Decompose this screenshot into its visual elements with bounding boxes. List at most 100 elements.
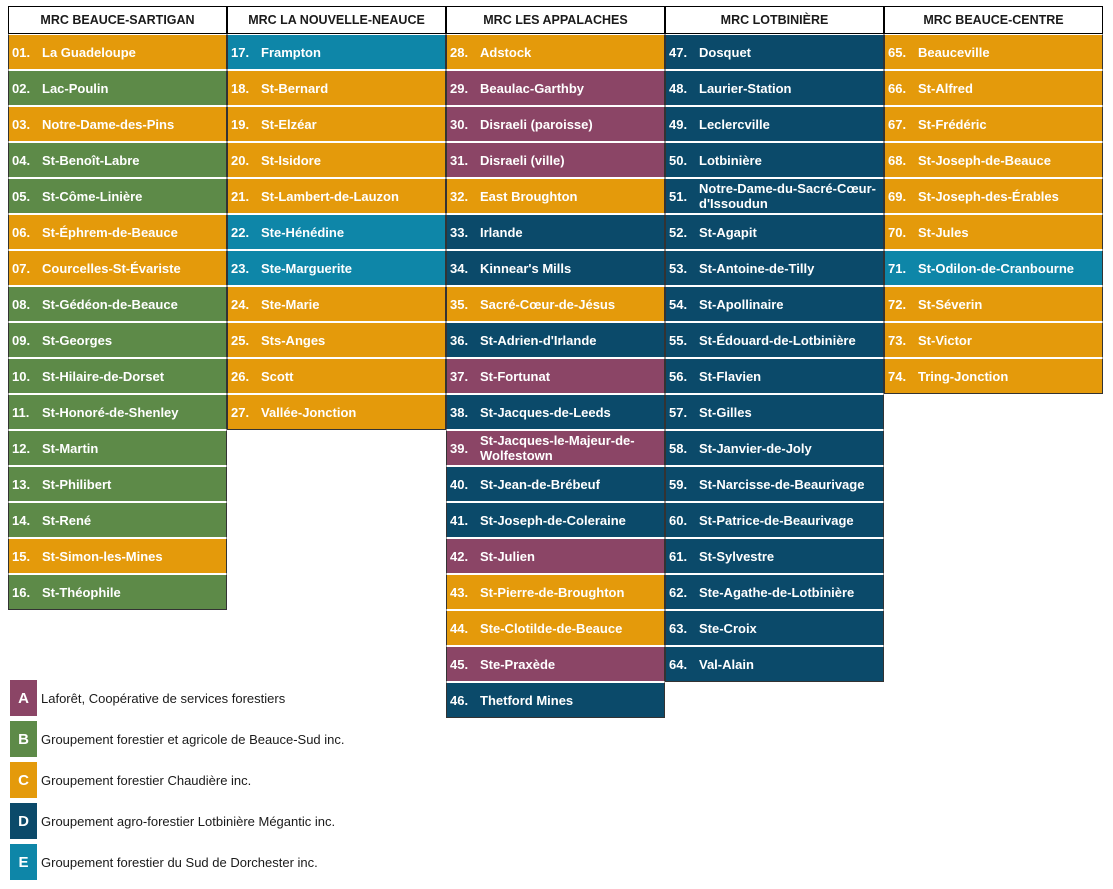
municipality-number: 05. bbox=[12, 188, 31, 204]
municipality-name: St-Hilaire-de-Dorset bbox=[42, 368, 165, 384]
municipality-name: St-Bernard bbox=[261, 80, 329, 96]
municipality-name: St-Odilon-de-Cranbourne bbox=[918, 260, 1074, 276]
municipality-row: 52. St-Agapit bbox=[665, 214, 884, 250]
municipality-row: 19. St-Elzéar bbox=[227, 106, 446, 142]
municipality-number: 49. bbox=[669, 116, 688, 132]
municipality-row: 25. Sts-Anges bbox=[227, 322, 446, 358]
municipality-number: 66. bbox=[888, 80, 907, 96]
municipality-name: St-Honoré-de-Shenley bbox=[42, 404, 179, 420]
legend-key: E bbox=[10, 844, 37, 880]
municipality-name: Disraeli (ville) bbox=[480, 152, 565, 168]
municipality-name: St-Éphrem-de-Beauce bbox=[42, 224, 178, 240]
municipality-row: 23. Ste-Marguerite bbox=[227, 250, 446, 286]
mrc-column: MRC LOTBINIÈRE 47. Dosquet 48. Laurier-Stati… bbox=[665, 6, 884, 682]
municipality-row: 63. Ste-Croix bbox=[665, 610, 884, 646]
municipality-row: 43. St-Pierre-de-Broughton bbox=[446, 574, 665, 610]
municipality-name: Frampton bbox=[261, 44, 321, 60]
municipality-name: Lac-Poulin bbox=[42, 80, 109, 96]
municipality-number: 55. bbox=[669, 332, 688, 348]
municipality-number: 33. bbox=[450, 224, 469, 240]
municipality-row: 11. St-Honoré-de-Shenley bbox=[8, 394, 227, 430]
legend-label: Groupement agro-forestier Lotbinière Még… bbox=[41, 813, 336, 829]
municipality-name: St-Philibert bbox=[42, 476, 112, 492]
legend-item: E Groupement forestier du Sud de Dorchest… bbox=[10, 844, 345, 880]
municipality-number: 50. bbox=[669, 152, 688, 168]
municipality-number: 08. bbox=[12, 296, 31, 312]
municipality-name: St-Gédéon-de-Beauce bbox=[42, 296, 178, 312]
municipality-name: Beaulac-Garthby bbox=[480, 80, 585, 96]
municipality-number: 46. bbox=[450, 692, 469, 708]
municipality-row: 20. St-Isidore bbox=[227, 142, 446, 178]
legend-label: Laforêt, Coopérative de services foresti… bbox=[41, 690, 286, 706]
municipality-row: 15. St-Simon-les-Mines bbox=[8, 538, 227, 574]
municipality-name: Thetford Mines bbox=[480, 692, 574, 708]
municipality-name: St-Joseph-de-Coleraine bbox=[480, 512, 626, 528]
municipality-number: 13. bbox=[12, 476, 31, 492]
legend-key: A bbox=[10, 680, 37, 716]
municipality-number: 01. bbox=[12, 44, 31, 60]
municipality-number: 73. bbox=[888, 332, 907, 348]
municipality-row: 49. Leclercville bbox=[665, 106, 884, 142]
municipality-name: St-Jacques-le-Majeur-de-Wolfestown bbox=[480, 433, 635, 463]
municipality-number: 37. bbox=[450, 368, 469, 384]
municipality-number: 65. bbox=[888, 44, 907, 60]
mrc-header: MRC BEAUCE-SARTIGAN bbox=[8, 6, 227, 34]
municipality-row: 22. Ste-Hénédine bbox=[227, 214, 446, 250]
municipality-row: 01. La Guadeloupe bbox=[8, 34, 227, 70]
municipality-name: Courcelles-St-Évariste bbox=[42, 260, 181, 276]
municipality-number: 59. bbox=[669, 476, 688, 492]
municipality-number: 24. bbox=[231, 296, 250, 312]
municipality-row: 38. St-Jacques-de-Leeds bbox=[446, 394, 665, 430]
municipality-number: 36. bbox=[450, 332, 469, 348]
municipality-row: 12. St-Martin bbox=[8, 430, 227, 466]
municipality-row: 03. Notre-Dame-des-Pins bbox=[8, 106, 227, 142]
municipality-row: 57. St-Gilles bbox=[665, 394, 884, 430]
municipality-row: 55. St-Édouard-de-Lotbinière bbox=[665, 322, 884, 358]
municipality-name: St-Martin bbox=[42, 440, 99, 456]
legend-item: A Laforêt, Coopérative de services forest… bbox=[10, 680, 345, 716]
municipality-name: St-Pierre-de-Broughton bbox=[480, 584, 625, 600]
municipality-number: 56. bbox=[669, 368, 688, 384]
municipality-name: St-Antoine-de-Tilly bbox=[699, 260, 815, 276]
municipality-name: St-René bbox=[42, 512, 92, 528]
municipality-name: St-Joseph-des-Érables bbox=[918, 188, 1059, 204]
municipality-name: Tring-Jonction bbox=[918, 368, 1009, 384]
municipality-row: 04. St-Benoît-Labre bbox=[8, 142, 227, 178]
legend-label: Groupement forestier Chaudière inc. bbox=[41, 772, 252, 788]
municipality-number: 09. bbox=[12, 332, 31, 348]
municipality-row: 05. St-Côme-Linière bbox=[8, 178, 227, 214]
municipality-number: 72. bbox=[888, 296, 907, 312]
municipality-row: 60. St-Patrice-de-Beaurivage bbox=[665, 502, 884, 538]
municipality-row: 27. Vallée-Jonction bbox=[227, 394, 446, 430]
municipality-number: 23. bbox=[231, 260, 250, 276]
municipality-row: 71. St-Odilon-de-Cranbourne bbox=[884, 250, 1103, 286]
municipality-row: 21. St-Lambert-de-Lauzon bbox=[227, 178, 446, 214]
municipality-number: 43. bbox=[450, 584, 469, 600]
legend: A Laforêt, Coopérative de services forest… bbox=[10, 680, 345, 885]
municipality-name: St-Côme-Linière bbox=[42, 188, 143, 204]
municipality-row: 37. St-Fortunat bbox=[446, 358, 665, 394]
municipality-number: 29. bbox=[450, 80, 469, 96]
municipality-row: 09. St-Georges bbox=[8, 322, 227, 358]
municipality-name: St-Isidore bbox=[261, 152, 321, 168]
municipality-name: St-Jules bbox=[918, 224, 969, 240]
legend-item: D Groupement agro-forestier Lotbinière Mé… bbox=[10, 803, 345, 839]
mrc-header: MRC LES APPALACHES bbox=[446, 6, 665, 34]
legend-label: Groupement forestier du Sud de Dorcheste… bbox=[41, 854, 318, 870]
municipality-name: St-Fortunat bbox=[480, 368, 551, 384]
municipality-number: 07. bbox=[12, 260, 31, 276]
municipality-name: St-Simon-les-Mines bbox=[42, 548, 163, 564]
municipality-number: 38. bbox=[450, 404, 469, 420]
municipality-number: 11. bbox=[12, 404, 30, 420]
municipality-number: 53. bbox=[669, 260, 688, 276]
municipality-name: Ste-Marie bbox=[261, 296, 320, 312]
municipality-row: 59. St-Narcisse-de-Beaurivage bbox=[665, 466, 884, 502]
municipality-name: St-Patrice-de-Beaurivage bbox=[699, 512, 854, 528]
legend-item: C Groupement forestier Chaudière inc. bbox=[10, 762, 345, 798]
municipality-row: 58. St-Janvier-de-Joly bbox=[665, 430, 884, 466]
legend-key: D bbox=[10, 803, 37, 839]
municipality-name: St-Georges bbox=[42, 332, 113, 348]
mrc-header: MRC LA NOUVELLE-NEAUCE bbox=[227, 6, 446, 34]
municipality-number: 19. bbox=[231, 116, 250, 132]
legend-key: B bbox=[10, 721, 37, 757]
